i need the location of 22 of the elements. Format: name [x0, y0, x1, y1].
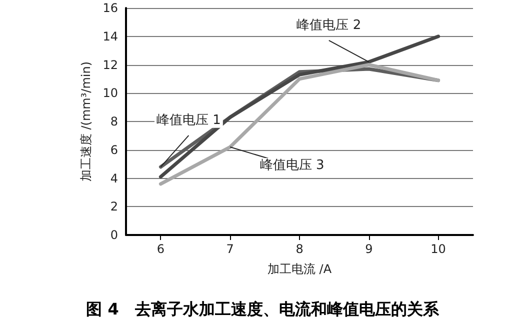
x-tick-label: 9 — [365, 242, 373, 256]
y-tick-label: 4 — [110, 171, 118, 186]
x-tick-label: 7 — [226, 242, 234, 256]
y-tick-label: 10 — [102, 86, 118, 100]
text: 图 4 去离子水加工速度、电流和峰值电压的关系 — [86, 300, 440, 318]
x-axis-title: 加工电流 /A — [267, 262, 332, 276]
x-tick-label: 10 — [430, 242, 446, 256]
y-tick-label: 2 — [110, 200, 118, 214]
y-tick-label: 14 — [102, 29, 118, 44]
y-tick-label: 6 — [110, 142, 118, 157]
y-tick-label: 16 — [102, 1, 118, 15]
y-tick-label: 12 — [102, 58, 118, 72]
line-series — [158, 63, 440, 186]
text: 峰值电压 2 — [296, 18, 362, 33]
y-axis-title: 加工速度 /(mm³/min) — [78, 61, 93, 182]
text: 峰值电压 3 — [260, 158, 324, 174]
y-tick-label: 0 — [110, 228, 118, 242]
x-tick-label: 8 — [296, 242, 304, 256]
x-tick-label: 6 — [156, 242, 165, 256]
line-series — [158, 34, 440, 179]
y-tick-label: 8 — [110, 114, 118, 128]
series-label: 峰值电压 1 — [156, 112, 221, 128]
